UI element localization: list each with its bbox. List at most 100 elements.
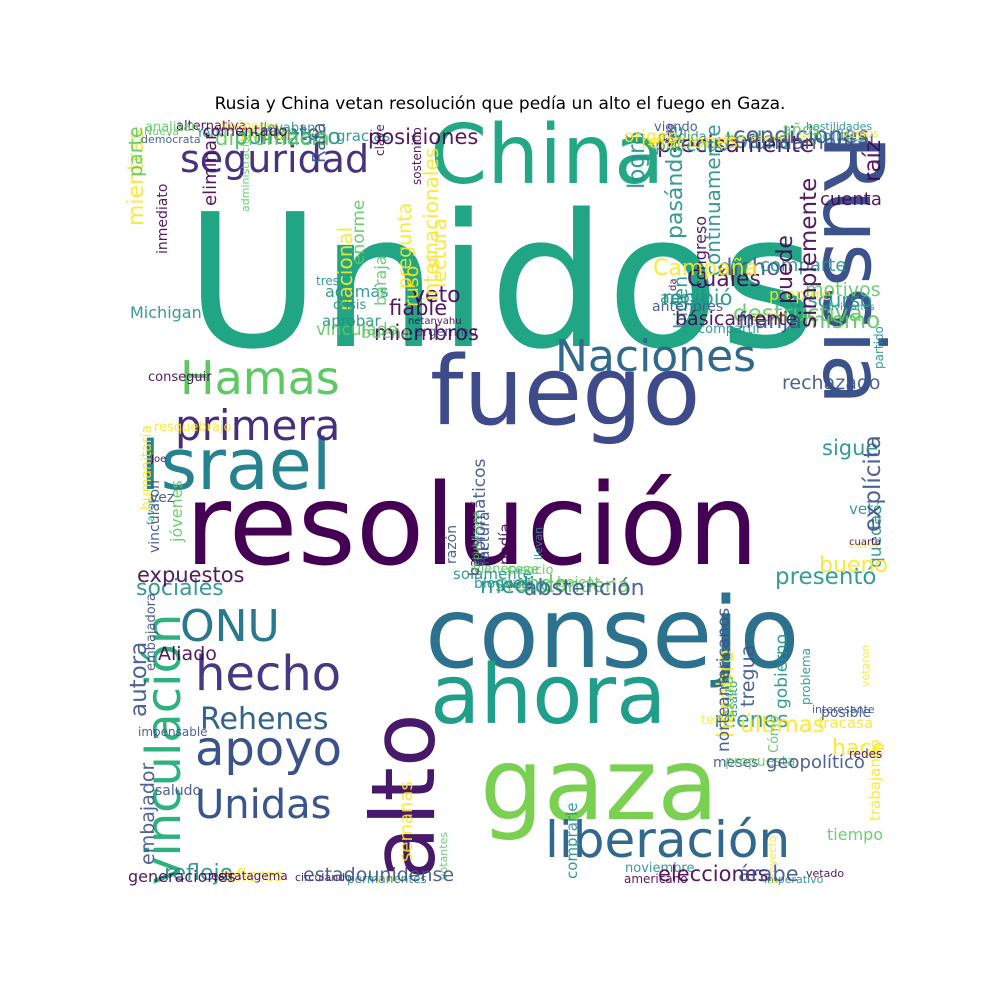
word-presento: presentó <box>775 564 877 590</box>
word-politizado: politizado <box>234 125 341 150</box>
word-pedia: pedía <box>496 523 514 565</box>
word-pregunta: pregunta <box>394 202 416 289</box>
word-gaza: gaza <box>480 726 719 843</box>
word-aliado: Aliado <box>158 643 217 665</box>
word-buena: buena <box>361 323 412 342</box>
word-enorme: enorme <box>349 199 369 265</box>
word-ademas: además <box>325 282 389 301</box>
word-viendo: viendo <box>654 120 698 135</box>
word-poder: poder <box>240 123 293 144</box>
word-comprarle: comprarle <box>563 802 581 879</box>
word-votos: votos <box>749 309 788 325</box>
word-factura: factura <box>475 511 493 565</box>
word-cuarta: cuarta <box>849 537 882 548</box>
word-relaciones: relaciones <box>641 131 738 153</box>
word-punto: punto <box>259 121 321 145</box>
word-dicho: dicho <box>718 255 781 281</box>
word-aprobar: aprobar <box>322 312 381 330</box>
chart-title: Rusia y China vetan resolución que pedía… <box>214 94 786 114</box>
word-cierto: cierto <box>849 540 878 551</box>
word-fuego: fuego <box>430 337 701 447</box>
word-redes: redes <box>849 747 883 761</box>
word-israel: Israel <box>140 424 332 506</box>
word-vetar: vetar <box>787 132 819 146</box>
word-muchisimas: Muchísimas <box>724 132 789 145</box>
word-imperativo: imperativo <box>764 873 824 886</box>
word-cuales: Cuáles <box>687 267 761 292</box>
word-lectura: lectura <box>427 218 451 288</box>
word-explicita: explícita <box>860 435 886 532</box>
word-elecciones: elecciones <box>658 862 769 886</box>
word-diplomacia: diplomacia <box>215 126 330 150</box>
word-condiciones: condiciones <box>733 123 870 149</box>
word-simplemente: simplemente <box>796 177 822 328</box>
word-motivos: motivos <box>805 279 881 301</box>
word-medida: medida <box>658 130 707 145</box>
word-mismo: mismo <box>803 308 881 334</box>
word-condena: condena <box>544 573 630 597</box>
word-cese: cese <box>507 562 540 578</box>
word-generaciones: generaciones <box>128 867 236 886</box>
word-estadounidense: estadounidense <box>303 864 455 886</box>
word-miembros: miembros <box>374 321 479 345</box>
word-problema: problema <box>799 647 813 705</box>
word-llevan: llevan <box>532 526 545 560</box>
word-todas: todas <box>725 128 789 154</box>
word-vetaron: vetaron <box>859 644 872 687</box>
word-refieres: refieres <box>219 866 284 886</box>
word-gracias: gracias <box>336 127 391 145</box>
word-geopolitico: geopolítico <box>766 752 865 773</box>
word-reenes: reenes <box>714 708 789 733</box>
word-embajador: embajador <box>137 762 159 865</box>
word-seguridad: seguridad <box>180 137 370 181</box>
word-onu: ONU <box>180 601 280 652</box>
word-pidiendo: pidiendo <box>655 136 729 156</box>
word-democrata: demócrata <box>141 133 201 146</box>
word-humanitaria: humanitaria <box>139 424 155 510</box>
word-apoyo: apoyo <box>195 721 343 777</box>
word-vez: vez <box>150 490 175 506</box>
word-interesante: interesante <box>812 703 875 716</box>
word-precisamente: precisamente <box>657 132 815 158</box>
word-nueva: Nueva <box>144 125 180 138</box>
word-anteriores: anteriores <box>652 299 724 315</box>
word-expuestos: expuestos <box>137 563 245 587</box>
word-naciones: Naciones <box>555 331 757 382</box>
word-razon: razón <box>444 524 460 564</box>
word-da: da <box>668 278 679 291</box>
word-resquebrajo: resquebrajo <box>154 420 232 435</box>
word-vamos: vamos <box>842 127 879 140</box>
word-ultimas: últimas <box>740 712 825 738</box>
word-unidos: Unidos <box>185 174 817 390</box>
word-china: China <box>430 108 665 203</box>
word-parte: parte <box>125 126 147 177</box>
word-tres: tres <box>316 274 340 288</box>
word-york: York <box>196 126 224 141</box>
word-americano: americano <box>624 872 688 886</box>
word-anos: años <box>782 120 821 139</box>
word-joe: Joe <box>151 454 167 465</box>
word-divisiones: divisiones <box>825 302 875 313</box>
word-bloques: bloques <box>474 576 530 592</box>
word-ahora: ahora <box>430 648 667 743</box>
word-partido: partido <box>872 326 886 369</box>
word-puede: puede <box>773 235 798 304</box>
word-gobierno: gobierno <box>772 633 792 709</box>
word-tener: tener <box>701 713 736 728</box>
word-comparte: comparte <box>760 255 847 276</box>
word-circulando: circulando <box>295 871 352 884</box>
word-argemino: argemino <box>415 325 477 340</box>
word-abstencion: abstención <box>524 576 645 601</box>
word-politica: política <box>813 127 868 145</box>
word-consejo: consejo <box>425 577 800 691</box>
word-siendo: siendo <box>495 572 568 597</box>
word-norteamericanos: norteamericanos <box>714 607 734 752</box>
word-rechazado: rechazado <box>782 372 881 394</box>
word-discurso: discurso <box>789 288 873 312</box>
word-veto: vetó <box>849 500 883 518</box>
word-sociales: sociales <box>136 576 224 601</box>
word-unidas: Unidas <box>195 782 332 828</box>
word-compartir: compartir <box>698 322 762 337</box>
word-posible: posible <box>821 705 872 721</box>
